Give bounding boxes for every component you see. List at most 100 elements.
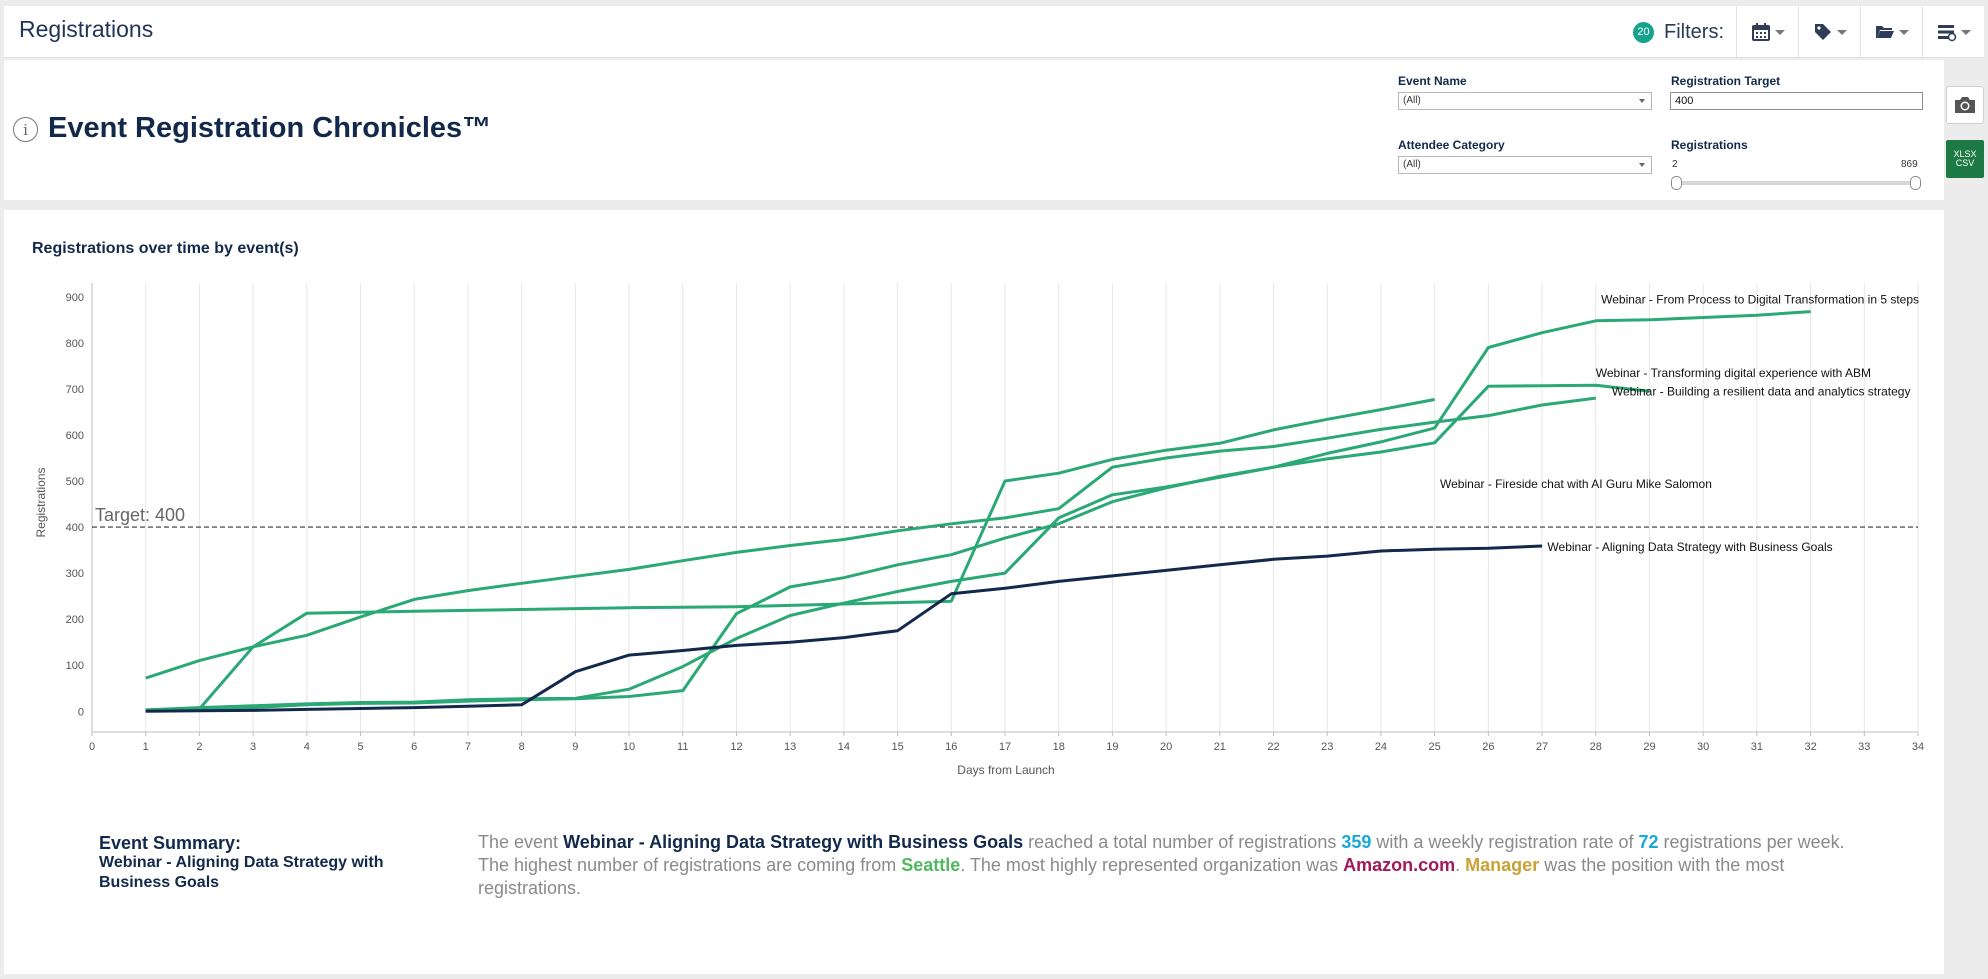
attendee-category-label: Attendee Category — [1398, 138, 1505, 152]
x-tick-label: 17 — [999, 741, 1011, 753]
y-tick-label: 700 — [66, 384, 84, 396]
series-end-label: Webinar - From Process to Digital Transf… — [1601, 293, 1919, 307]
y-tick-label: 400 — [66, 522, 84, 534]
registration-target-label: Registration Target — [1671, 74, 1781, 88]
x-tick-label: 25 — [1429, 741, 1441, 753]
calendar-icon — [1751, 23, 1770, 41]
registrations-label: Registrations — [1671, 138, 1748, 152]
export-xlsx-csv-button[interactable]: XLSX CSV — [1946, 140, 1984, 178]
series-line — [145, 396, 1596, 680]
x-tick-label: 26 — [1482, 741, 1494, 753]
event-name-select[interactable]: (All) — [1398, 92, 1652, 110]
x-tick-label: 14 — [838, 741, 850, 753]
header-panel: i Event Registration Chronicles™ Event N… — [4, 60, 1944, 200]
x-tick-label: 0 — [89, 741, 95, 753]
x-tick-label: 18 — [1053, 741, 1065, 753]
x-tick-label: 32 — [1804, 741, 1816, 753]
x-tick-label: 12 — [730, 741, 742, 753]
x-tick-label: 16 — [945, 741, 957, 753]
event-name-label: Event Name — [1398, 74, 1467, 88]
summary-top-organization: Amazon.com — [1343, 855, 1456, 875]
tag-filter-button[interactable] — [1798, 6, 1860, 58]
settings-filter-button[interactable] — [1922, 6, 1984, 58]
summary-text-part: . — [1455, 855, 1466, 875]
summary-total-registrations: 359 — [1341, 832, 1372, 852]
series-line — [145, 383, 1650, 712]
chevron-down-icon — [1836, 29, 1847, 35]
export-xlsx-label: XLSX — [1953, 149, 1977, 159]
registrations-line-chart: 0 1 2 3 4 5 6 7 8 9 10 11 12 13 14 15 16 17 18 19 20 21 22 23 24… — [34, 283, 1924, 777]
summary-top-position: Manager — [1465, 855, 1540, 875]
summary-text-part: registrations per week. The highest numb… — [478, 832, 1845, 875]
folder-filter-button[interactable] — [1860, 6, 1922, 58]
screenshot-button[interactable] — [1946, 86, 1984, 124]
x-tick-label: 19 — [1106, 741, 1118, 753]
y-tick-label: 500 — [66, 476, 84, 488]
x-tick-label: 15 — [891, 741, 903, 753]
series-end-label: Webinar - Fireside chat with AI Guru Mik… — [1440, 477, 1712, 491]
calendar-filter-button[interactable] — [1736, 6, 1798, 58]
series-line — [145, 310, 1811, 712]
x-tick-label: 20 — [1160, 741, 1172, 753]
x-tick-label: 29 — [1643, 741, 1655, 753]
x-tick-label: 10 — [623, 741, 635, 753]
info-icon[interactable]: i — [13, 117, 38, 142]
chevron-down-icon — [1639, 99, 1645, 103]
registrations-slider-track[interactable] — [1676, 181, 1920, 185]
registrations-slider-max-handle[interactable] — [1910, 176, 1921, 190]
target-label: Target: 400 — [95, 505, 185, 525]
filters-bar: 20 Filters: — [1633, 6, 1984, 58]
x-tick-label: 9 — [572, 741, 578, 753]
summary-weekly-rate: 72 — [1638, 832, 1659, 852]
x-tick-label: 6 — [411, 741, 417, 753]
folder-icon — [1875, 26, 1894, 38]
summary-top-city: Seattle — [901, 855, 961, 875]
series-end-label: Webinar - Transforming digital experienc… — [1596, 366, 1871, 380]
x-tick-label: 28 — [1590, 741, 1602, 753]
y-axis-label: Registrations — [34, 467, 48, 537]
event-summary-text: The event Webinar - Aligning Data Strate… — [478, 831, 1878, 900]
summary-event-name: Webinar - Aligning Data Strategy with Bu… — [563, 832, 1024, 852]
tag-icon — [1814, 24, 1831, 40]
attendee-category-select[interactable]: (All) — [1398, 156, 1652, 174]
chart-title: Registrations over time by event(s) — [32, 240, 299, 257]
x-tick-label: 24 — [1375, 741, 1387, 753]
event-summary-title: Event Summary: Webinar - Aligning Data S… — [99, 833, 439, 893]
series-line — [145, 544, 1543, 713]
x-tick-label: 30 — [1697, 741, 1709, 753]
x-tick-label: 3 — [250, 741, 256, 753]
chevron-down-icon — [1898, 29, 1909, 35]
x-tick-label: 7 — [465, 741, 471, 753]
chevron-down-icon — [1774, 29, 1785, 35]
x-tick-label: 22 — [1267, 741, 1279, 753]
y-tick-label: 0 — [78, 706, 84, 718]
chevron-down-icon — [1639, 163, 1645, 167]
y-tick-label: 300 — [66, 568, 84, 580]
event-summary-heading: Event Summary: — [99, 833, 242, 853]
x-tick-label: 1 — [143, 741, 149, 753]
chevron-down-icon — [1960, 29, 1971, 35]
x-tick-label: 21 — [1214, 741, 1226, 753]
summary-text-part: The event — [478, 832, 564, 852]
x-tick-label: 2 — [196, 741, 202, 753]
registrations-slider-min-handle[interactable] — [1671, 176, 1682, 190]
filter-count-badge: 20 — [1633, 21, 1654, 43]
app-title: Registrations — [19, 16, 154, 42]
summary-text-part: was the position with the most registrat… — [478, 855, 1785, 898]
x-axis-label: Days from Launch — [957, 763, 1054, 777]
summary-text-part: . The most highly represented organizati… — [960, 855, 1344, 875]
series-end-label: Webinar - Building a resilient data and … — [1612, 385, 1911, 399]
y-tick-label: 600 — [66, 430, 84, 442]
event-summary-event-name: Webinar - Aligning Data Strategy with Bu… — [99, 854, 384, 891]
series-line — [145, 398, 1435, 712]
x-tick-label: 33 — [1858, 741, 1870, 753]
list-settings-icon — [1937, 25, 1956, 42]
x-tick-label: 34 — [1912, 741, 1924, 753]
x-tick-label: 23 — [1321, 741, 1333, 753]
x-tick-label: 8 — [519, 741, 525, 753]
x-tick-label: 31 — [1751, 741, 1763, 753]
dashboard-title: Event Registration Chronicles™ — [48, 112, 492, 144]
x-tick-label: 11 — [677, 741, 688, 753]
registration-target-input[interactable] — [1670, 92, 1923, 110]
